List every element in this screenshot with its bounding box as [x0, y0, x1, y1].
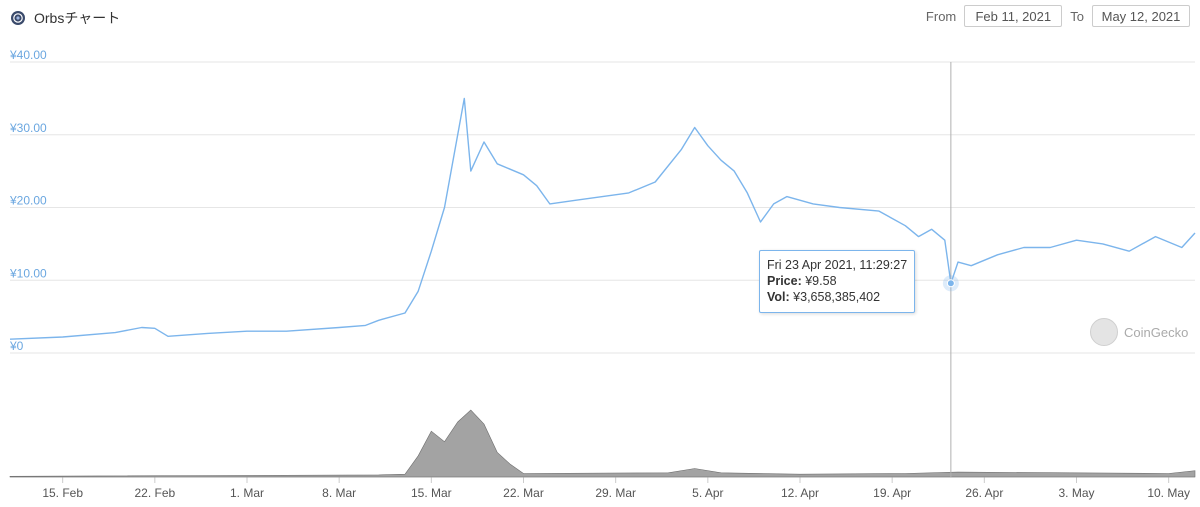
chart-header: Orbsチャート From To [0, 0, 1200, 36]
price-series-line [9, 97, 1196, 340]
tooltip-price-value: ¥9.58 [805, 274, 837, 288]
x-tick-label: 1. Mar [230, 486, 264, 500]
from-date-input[interactable] [964, 5, 1063, 27]
x-tick-label: 5. Apr [692, 486, 723, 500]
x-tick-label: 10. May [1147, 486, 1190, 500]
tooltip-vol-label: Vol: [767, 290, 790, 304]
coingecko-logo-icon [1090, 318, 1118, 346]
hover-marker-point [946, 279, 955, 288]
to-date-input[interactable] [1092, 5, 1190, 27]
y-tick-label: ¥40.00 [9, 48, 47, 62]
date-range: From To [926, 5, 1190, 27]
x-tick-label: 8. Mar [322, 486, 356, 500]
y-tick-label: ¥20.00 [9, 194, 47, 208]
x-tick-label: 15. Feb [42, 486, 83, 500]
tooltip-vol-value: ¥3,658,385,402 [793, 290, 881, 304]
orbs-logo-icon [11, 11, 25, 25]
x-tick-label: 12. Apr [781, 486, 819, 500]
x-tick-label: 22. Mar [503, 486, 544, 500]
to-label: To [1070, 8, 1084, 24]
tooltip-price-row: Price: ¥9.58 [767, 273, 914, 289]
y-tick-label: ¥0 [9, 339, 24, 353]
tooltip-date: Fri 23 Apr 2021, 11:29:27 [767, 258, 908, 272]
tooltip-vol-row: Vol: ¥3,658,385,402 [767, 289, 914, 305]
y-tick-label: ¥30.00 [9, 121, 47, 135]
from-label: From [925, 8, 957, 24]
tooltip-price-label: Price: [767, 274, 802, 288]
x-tick-label: 3. May [1058, 486, 1094, 500]
coingecko-watermark: CoinGecko [1090, 318, 1188, 346]
y-tick-label: ¥10.00 [9, 266, 47, 280]
chart-title-wrap: Orbsチャート [10, 8, 120, 28]
x-tick-label: 29. Mar [595, 486, 636, 500]
x-tick-label: 26. Apr [965, 486, 1003, 500]
chart-title: Orbsチャート [34, 10, 121, 26]
price-tooltip: Fri 23 Apr 2021, 11:29:27 Price: ¥9.58 V… [759, 250, 915, 313]
x-tick-label: 15. Mar [411, 486, 452, 500]
x-tick-label: 22. Feb [134, 486, 175, 500]
watermark-text: CoinGecko [1124, 324, 1189, 340]
volume-series-area [9, 409, 1196, 478]
x-tick-label: 19. Apr [873, 486, 911, 500]
